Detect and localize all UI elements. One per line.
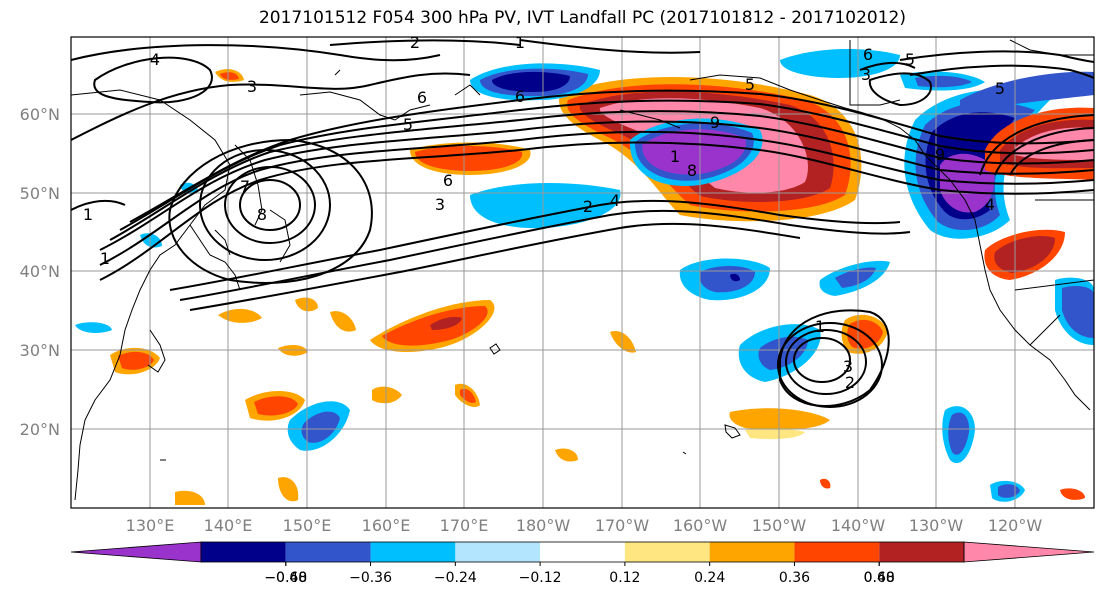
svg-text:2: 2: [410, 33, 420, 52]
colorbar-tick-label: −0.48: [264, 570, 307, 586]
svg-text:3: 3: [435, 195, 445, 214]
lon-label: 160°E: [362, 516, 411, 535]
svg-text:8: 8: [257, 205, 267, 224]
shade-neg-central-purple: [642, 129, 746, 175]
pv-contours: [71, 39, 1094, 408]
lat-label-20n: 20°N: [20, 420, 60, 439]
contour-labels: 4 3 2 1 1 5 6 6 3 5 5 3 2 4 8 9 6 7 8 1 …: [83, 33, 1005, 392]
svg-text:4: 4: [150, 50, 160, 69]
lat-label-60n: 60°N: [20, 105, 60, 124]
svg-text:2: 2: [845, 373, 855, 392]
graticule: [71, 37, 1094, 508]
colorbar-segment: [709, 542, 795, 562]
svg-text:9: 9: [710, 113, 720, 132]
lon-label: 140°W: [831, 516, 886, 535]
svg-text:5: 5: [905, 50, 915, 69]
coastlines: [71, 39, 1094, 501]
shade-neg-topright: [960, 71, 1094, 112]
lon-label: 130°E: [126, 516, 175, 535]
svg-text:6: 6: [515, 87, 525, 106]
svg-text:8: 8: [687, 161, 697, 180]
lon-label: 150°W: [752, 516, 807, 535]
pc-shading: [75, 48, 1094, 505]
lon-label: 150°E: [283, 516, 332, 535]
svg-text:5: 5: [403, 115, 413, 134]
svg-text:3: 3: [861, 65, 871, 84]
colorbar-segment: [370, 542, 456, 562]
lat-labels: 60°N 50°N 40°N 30°N 20°N: [20, 105, 60, 439]
svg-text:6: 6: [863, 45, 873, 64]
colorbar-extend-max: [963, 541, 1095, 563]
svg-text:4: 4: [985, 195, 995, 214]
colorbar-tick-label: −0.24: [434, 570, 477, 586]
colorbar-tick-label: −0.36: [349, 570, 392, 586]
lon-label: 120°W: [988, 516, 1043, 535]
colorbar-tick-label: 0.24: [694, 570, 725, 586]
colorbar-border: [200, 541, 965, 563]
colorbar-segment: [794, 542, 880, 562]
lon-label: 170°W: [595, 516, 650, 535]
lat-label-50n: 50°N: [20, 184, 60, 203]
svg-text:1: 1: [83, 205, 93, 224]
svg-text:3: 3: [247, 77, 257, 96]
svg-text:1: 1: [815, 317, 825, 336]
svg-text:4: 4: [610, 191, 620, 210]
colorbar-segment: [455, 542, 541, 562]
colorbar-tick-label: 0.36: [779, 570, 810, 586]
lon-label: 130°W: [909, 516, 964, 535]
lon-label: 160°W: [673, 516, 728, 535]
svg-text:1: 1: [670, 147, 680, 166]
colorbar: −0.60−0.48 −0.36 −0.24 −0.12 0.12 0.24 0.36 0.4…: [70, 541, 1095, 586]
lon-label: 140°E: [204, 516, 253, 535]
lon-label: 170°E: [440, 516, 489, 535]
svg-text:5: 5: [995, 79, 1005, 98]
colorbar-segment: [285, 542, 371, 562]
svg-text:5: 5: [745, 75, 755, 94]
colorbar-segment: [201, 542, 286, 562]
colorbar-tick-label: 0.60: [864, 570, 895, 586]
map-frame: [70, 36, 1095, 509]
lat-label-30n: 30°N: [20, 341, 60, 360]
colorbar-extend-min: [70, 541, 202, 563]
colorbar-segment: [540, 542, 625, 562]
colorbar-segment: [879, 542, 964, 562]
lon-label: 180°W: [516, 516, 571, 535]
colorbar-segment: [624, 542, 710, 562]
colorbar-tick-label: 0.12: [609, 570, 640, 586]
svg-text:2: 2: [583, 197, 593, 216]
svg-text:6: 6: [443, 171, 453, 190]
map-title: 2017101512 F054 300 hPa PV, IVT Landfall…: [258, 8, 906, 28]
lat-label-40n: 40°N: [20, 262, 60, 281]
colorbar-tick-label: −0.12: [519, 570, 562, 586]
svg-text:1: 1: [515, 33, 525, 52]
svg-text:3: 3: [843, 357, 853, 376]
colorbar-tick-label: 0.48: [864, 570, 895, 586]
colorbar-tick-label: −0.60: [264, 570, 307, 586]
lon-labels: 130°E 140°E 150°E 160°E 170°E 180°W 170°…: [126, 516, 1043, 535]
svg-text:7: 7: [240, 177, 250, 196]
svg-text:6: 6: [417, 88, 427, 107]
svg-text:1: 1: [100, 249, 110, 268]
svg-text:9: 9: [935, 145, 945, 164]
